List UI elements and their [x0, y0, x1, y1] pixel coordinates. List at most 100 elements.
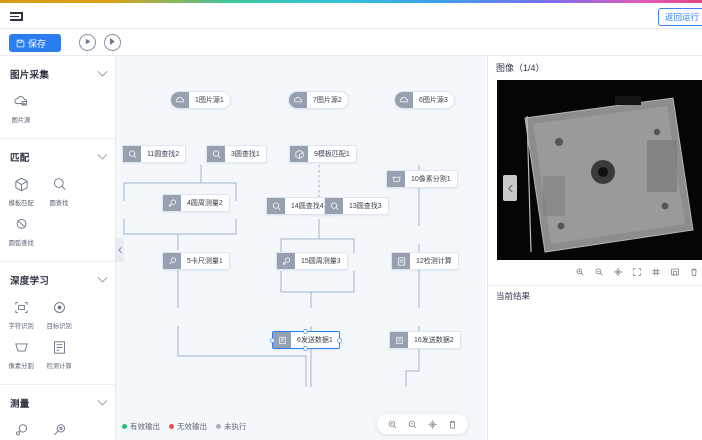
sidebar-section-title: 匹配	[10, 153, 30, 164]
flow-edges	[123, 165, 420, 387]
flow-node-circle-measure-3[interactable]: 15圆周测量3	[276, 252, 348, 270]
flow-node-send-data-1[interactable]: 6发送数据1	[270, 329, 342, 351]
zoom-in-icon[interactable]	[387, 419, 398, 430]
flow-node-template-match-1[interactable]: 9模板匹配1	[289, 145, 357, 163]
flow-node-circle-find-3[interactable]: 13圆查找3	[324, 197, 389, 215]
image-prev-button[interactable]	[503, 175, 517, 201]
flow-node-label: 11圆查找2	[147, 151, 180, 158]
ocr-icon	[12, 298, 31, 317]
object-detect-icon	[50, 298, 69, 317]
save-icon	[16, 39, 25, 48]
flow-node-label: 7图片源2	[313, 97, 342, 104]
save-image-icon[interactable]	[670, 267, 680, 277]
step-run-button[interactable]	[104, 34, 121, 51]
image-source-icon	[289, 92, 307, 108]
fit-view-icon[interactable]	[613, 267, 623, 277]
title-bar: 返回运行	[0, 3, 702, 29]
chevron-left-icon	[507, 184, 513, 192]
image-source-icon	[12, 92, 31, 111]
sidebar-item-image-source[interactable]: 图片源	[2, 92, 40, 124]
sidebar-item-object-detect[interactable]: 目标识别	[40, 298, 78, 330]
flow-node-image-source-1[interactable]: 1图片源1	[170, 91, 231, 109]
delete-icon[interactable]	[689, 267, 699, 277]
sidebar-item-caliper-measure[interactable]: 卡尺测量	[40, 421, 78, 440]
sidebar-section-header[interactable]: 深度学习	[0, 268, 115, 292]
inspect-calc-icon	[392, 253, 410, 269]
legend-dot-icon	[122, 424, 127, 429]
node-port-bottom[interactable]	[303, 346, 308, 351]
chevron-down-icon[interactable]	[97, 149, 108, 160]
zoom-in-icon[interactable]	[575, 267, 585, 277]
sidebar-item-arc-find[interactable]: 圆弧查找	[2, 215, 40, 247]
inspect-calc-icon	[50, 338, 69, 357]
node-port-left[interactable]	[270, 338, 275, 343]
sidebar-item-pixel-segment[interactable]: 像素分割	[2, 338, 40, 370]
flow-node-label: 15圆周测量3	[301, 258, 341, 265]
chevron-down-icon[interactable]	[97, 66, 108, 77]
node-port-right[interactable]	[336, 338, 342, 343]
sidebar-item-ocr[interactable]: 字符识别	[2, 298, 40, 330]
flow-node-caliper-measure-1[interactable]: 5卡尺测量1	[162, 252, 230, 270]
flow-node-circle-find-2[interactable]: 11圆查找2	[122, 145, 187, 163]
fullscreen-icon[interactable]	[632, 267, 642, 277]
fit-view-icon[interactable]	[427, 419, 438, 430]
sidebar-section-header[interactable]: 测量	[0, 391, 115, 415]
flow-node-inspect-calc[interactable]: 12检测计算	[391, 252, 459, 270]
flow-node-label: 14圆查找4	[291, 203, 324, 210]
flow-node-label: 9模板匹配1	[314, 151, 350, 158]
flow-node-circle-measure-2[interactable]: 4圆周测量2	[162, 194, 230, 212]
return-to-run-button[interactable]: 返回运行	[657, 8, 702, 26]
delete-icon[interactable]	[447, 419, 458, 430]
flow-node-circle-find-4[interactable]: 14圆查找4	[266, 197, 331, 215]
zoom-out-icon[interactable]	[407, 419, 418, 430]
canvas-legend: 有效输出 无效输出 未执行	[122, 421, 247, 432]
chevron-down-icon[interactable]	[97, 272, 108, 283]
sidebar-item-circle-measure[interactable]: 圆周测量	[2, 421, 40, 440]
arc-find-icon	[12, 215, 31, 234]
run-icon	[83, 37, 92, 48]
flow-node-image-source-3[interactable]: 6图片源3	[394, 91, 455, 109]
chevron-down-icon[interactable]	[97, 395, 108, 406]
sidebar-item-circle-find[interactable]: 圆查找	[40, 175, 78, 207]
run-button[interactable]	[79, 34, 96, 51]
sidebar-section-title: 图片采集	[10, 70, 50, 81]
flow-node-image-source-2[interactable]: 7图片源2	[288, 91, 349, 109]
legend-label: 未执行	[224, 422, 247, 431]
flow-node-circle-find-1[interactable]: 3圆查找1	[206, 145, 267, 163]
flow-node-send-data-2[interactable]: 16发送数据2	[389, 331, 461, 349]
image-toolbar[interactable]	[497, 264, 702, 280]
sidebar-item-template-match[interactable]: 模板匹配	[2, 175, 40, 207]
sidebar-section-image-acquisition: 图片采集 图片源	[0, 62, 115, 139]
chevron-left-icon	[117, 247, 124, 253]
sidebar-section-header[interactable]: 图片采集	[0, 62, 115, 86]
circle-find-icon	[50, 175, 69, 194]
circle-find-icon	[267, 198, 285, 214]
sidebar-item-label: 圆查找	[49, 200, 69, 207]
menu-list-icon[interactable]	[10, 12, 23, 23]
sidebar-section-header[interactable]: 匹配	[0, 145, 115, 169]
node-port-top[interactable]	[303, 329, 308, 334]
flow-node-label: 10像素分割1	[411, 176, 451, 183]
image-preview[interactable]	[497, 80, 702, 260]
legend-item-not-executed: 未执行	[216, 421, 247, 432]
flow-node-label: 3圆查找1	[231, 151, 260, 158]
pixel-segment-icon	[12, 338, 31, 357]
zoom-out-icon[interactable]	[594, 267, 604, 277]
canvas-toolbar[interactable]	[377, 414, 468, 434]
sidebar-item-inspect-calc[interactable]: 检测计算	[40, 338, 78, 370]
caliper-measure-icon	[163, 253, 181, 269]
pixel-segment-icon	[387, 171, 405, 187]
sidebar-item-label: 图片源	[11, 117, 31, 124]
sidebar-collapse-handle[interactable]	[116, 238, 124, 262]
template-match-icon	[12, 175, 31, 194]
flow-node-pixel-segment-1[interactable]: 10像素分割1	[386, 170, 458, 188]
save-button[interactable]: 保存	[9, 34, 61, 52]
panel-divider	[488, 285, 702, 286]
main-toolbar: 保存	[0, 30, 702, 56]
grid-icon[interactable]	[651, 267, 661, 277]
flow-canvas[interactable]: 1图片源1 7图片源2 6图片源3 11圆查找2 3圆查找1	[116, 56, 486, 440]
sidebar-section-title: 深度学习	[10, 276, 50, 287]
tool-sidebar[interactable]: 图片采集 图片源 匹配	[0, 56, 116, 440]
send-data-icon	[273, 332, 291, 348]
